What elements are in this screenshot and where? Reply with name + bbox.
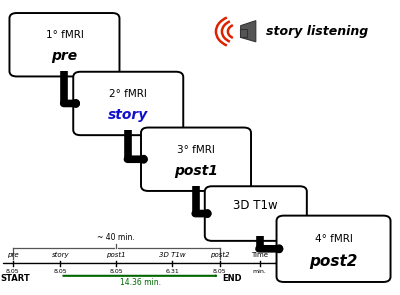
Text: pre: pre [52, 49, 78, 63]
Text: story listening: story listening [266, 25, 368, 38]
Text: 3D T1w: 3D T1w [159, 252, 186, 258]
Text: START: START [1, 274, 30, 283]
FancyBboxPatch shape [141, 127, 251, 191]
Text: 14.36 min.: 14.36 min. [120, 278, 161, 287]
Text: story: story [52, 252, 69, 258]
Text: ~ 40 min.: ~ 40 min. [98, 233, 135, 242]
Text: post1: post1 [106, 252, 126, 258]
FancyBboxPatch shape [205, 186, 307, 241]
FancyBboxPatch shape [240, 29, 247, 37]
Text: post2: post2 [210, 252, 230, 258]
Polygon shape [241, 21, 256, 42]
Text: post1: post1 [174, 164, 218, 178]
Text: 8.05: 8.05 [6, 269, 20, 274]
Text: Time: Time [251, 252, 268, 258]
FancyBboxPatch shape [276, 216, 390, 282]
Text: END: END [222, 274, 242, 283]
Text: 4° fMRI: 4° fMRI [314, 234, 352, 244]
Text: 8.05: 8.05 [54, 269, 67, 274]
FancyBboxPatch shape [73, 72, 183, 135]
Text: 6.31: 6.31 [165, 269, 179, 274]
Text: 1° fMRI: 1° fMRI [46, 30, 84, 40]
Text: 8.05: 8.05 [110, 269, 123, 274]
Text: 2° fMRI: 2° fMRI [109, 89, 147, 99]
Text: 3° fMRI: 3° fMRI [177, 145, 215, 155]
Text: min.: min. [253, 269, 267, 274]
Text: post2: post2 [309, 254, 358, 268]
Text: story: story [108, 108, 148, 122]
Text: 8.05: 8.05 [213, 269, 227, 274]
FancyBboxPatch shape [10, 13, 120, 76]
Text: 3D T1w: 3D T1w [234, 199, 278, 212]
Text: pre: pre [7, 252, 18, 258]
